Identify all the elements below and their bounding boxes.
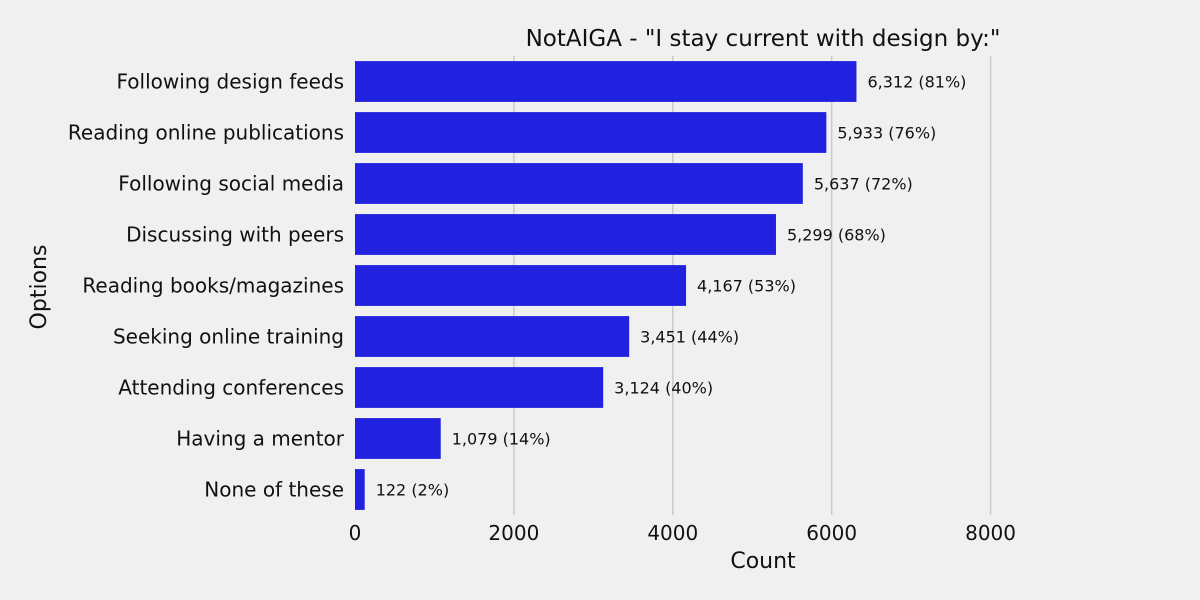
x-tick-labels: 0 2000 4000 6000 8000 (349, 521, 1016, 545)
x-tick-label: 4000 (647, 521, 698, 545)
bar (355, 265, 687, 306)
category-label: Following design feeds (117, 70, 345, 94)
data-label: 1,079 (14%) (452, 430, 551, 449)
x-axis-title: Count (730, 549, 796, 574)
x-tick-label: 8000 (965, 521, 1016, 545)
data-label: 3,451 (44%) (640, 328, 739, 347)
category-label: Reading online publications (68, 121, 344, 145)
bar (355, 214, 776, 255)
category-label: Having a mentor (176, 427, 345, 451)
y-axis-title: Options (27, 245, 52, 330)
bar (355, 163, 803, 204)
data-label: 3,124 (40%) (614, 379, 713, 398)
category-label: Following social media (118, 172, 344, 196)
category-labels: Following design feeds Reading online pub… (68, 70, 345, 502)
chart-title: NotAIGA - "I stay current with design by… (526, 26, 1001, 52)
bar (355, 112, 827, 153)
data-label: 5,933 (76%) (837, 124, 936, 143)
data-labels: 6,312 (81%) 5,933 (76%) 5,637 (72%) 5,299 (… (376, 73, 967, 500)
data-label: 6,312 (81%) (867, 73, 966, 92)
bar (355, 61, 857, 102)
bar (355, 367, 604, 408)
category-label: Seeking online training (113, 325, 344, 349)
category-label: Reading books/magazines (82, 274, 344, 298)
bar (355, 316, 630, 357)
data-label: 5,637 (72%) (814, 175, 913, 194)
x-tick-label: 0 (349, 521, 362, 545)
bar (355, 469, 365, 510)
data-label: 122 (2%) (376, 481, 450, 500)
x-tick-label: 6000 (806, 521, 857, 545)
data-label: 4,167 (53%) (697, 277, 796, 296)
data-label: 5,299 (68%) (787, 226, 886, 245)
bar-layer (355, 61, 857, 510)
category-label: Attending conferences (118, 376, 344, 400)
category-label: None of these (204, 478, 344, 502)
bar (355, 418, 441, 459)
x-tick-label: 2000 (488, 521, 539, 545)
category-label: Discussing with peers (126, 223, 344, 247)
